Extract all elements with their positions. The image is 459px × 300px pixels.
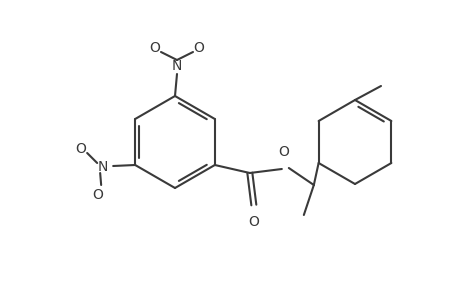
Text: N: N bbox=[98, 160, 108, 174]
Text: O: O bbox=[149, 41, 160, 55]
Text: O: O bbox=[278, 145, 289, 159]
Text: O: O bbox=[193, 41, 204, 55]
Text: O: O bbox=[93, 188, 103, 202]
Text: N: N bbox=[172, 59, 182, 73]
Text: O: O bbox=[76, 142, 86, 156]
Text: O: O bbox=[248, 215, 259, 229]
